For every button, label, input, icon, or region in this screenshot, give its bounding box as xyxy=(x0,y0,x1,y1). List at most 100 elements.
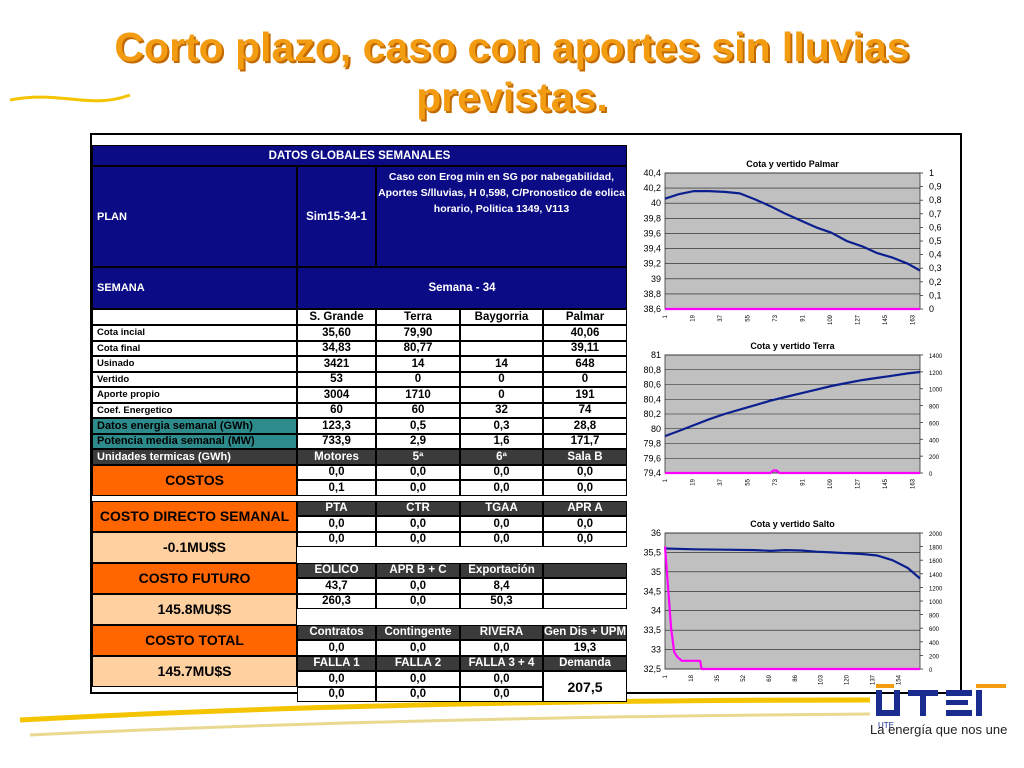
group-value: 0,0 xyxy=(460,531,543,547)
group-value: 0,0 xyxy=(460,640,543,656)
y-tick-label: 36 xyxy=(651,528,661,538)
chart-palmar: Cota y vertido Palmar 40,4 40,2 40 39,8 39,6 3… xyxy=(627,147,960,327)
falla-column: FALLA 1 xyxy=(297,655,376,671)
energy-row-value: 1,6 xyxy=(460,433,543,449)
x-tick-label: 19 xyxy=(690,314,696,321)
y2-tick-label: 200 xyxy=(929,654,940,660)
y2-tick-label: 1400 xyxy=(929,354,943,360)
y2-tick-label: 1800 xyxy=(929,546,943,552)
y2-tick-label: 1000 xyxy=(929,388,943,394)
group-value xyxy=(543,593,627,609)
group-column: RIVERA xyxy=(460,624,543,640)
y-tick-label: 40 xyxy=(651,198,661,208)
group-column: Gen Dis + UPM xyxy=(543,624,627,640)
x-tick-label: 109 xyxy=(828,478,834,489)
y-tick-label: 80,8 xyxy=(643,365,661,375)
y2-tick-label: 0,8 xyxy=(929,195,942,205)
termicas-column: 5ª xyxy=(376,449,460,465)
row-value: 191 xyxy=(543,387,627,403)
falla-value: 0,0 xyxy=(460,671,543,687)
group-value: 260,3 xyxy=(297,593,376,609)
termicas-column: 6ª xyxy=(460,449,543,465)
y-tick-label: 39,6 xyxy=(643,228,661,238)
y-tick-label: 34 xyxy=(651,606,661,616)
x-tick-label: 37 xyxy=(718,314,724,321)
tagline: La energía que nos une xyxy=(870,722,1008,737)
y-tick-label: 39,4 xyxy=(643,244,661,254)
y-tick-label: 34,5 xyxy=(643,586,661,596)
chart-salto: Cota y vertido Salto 36 35,5 35 34,5 34 33,5 33… xyxy=(627,515,960,690)
row-value: 32 xyxy=(460,402,543,418)
x-tick-label: 55 xyxy=(745,478,751,485)
y-tick-label: 80 xyxy=(651,424,661,434)
group-column: PTA xyxy=(297,500,376,516)
y2-tick-label: 400 xyxy=(929,641,940,647)
termicas-value: 0,1 xyxy=(297,480,376,496)
group-value: 50,3 xyxy=(460,593,543,609)
row-value: 74 xyxy=(543,402,627,418)
y2-tick-label: 0,2 xyxy=(929,277,942,287)
row-value: 39,11 xyxy=(543,340,627,356)
group-value: 43,7 xyxy=(297,578,376,594)
group-value: 0,0 xyxy=(297,640,376,656)
termicas-value: 0,0 xyxy=(460,480,543,496)
group-value: 0,0 xyxy=(376,531,460,547)
y2-tick-label: 1000 xyxy=(929,600,943,606)
group-value: 0,0 xyxy=(376,593,460,609)
y2-tick-label: 800 xyxy=(929,614,940,620)
column-header: Baygorria xyxy=(460,309,543,325)
x-tick-label: 1 xyxy=(663,674,669,678)
plan-description: Caso con Erog min en SG por nabegabilida… xyxy=(376,166,627,267)
row-label: Aporte propio xyxy=(92,387,297,403)
row-value: 14 xyxy=(460,356,543,372)
cost-value: -0.1MU$S xyxy=(92,531,297,563)
group-column: CTR xyxy=(376,500,460,516)
group-value: 0,0 xyxy=(376,578,460,594)
energy-row-value: 0,5 xyxy=(376,418,460,434)
x-tick-label: 91 xyxy=(800,478,806,485)
x-tick-label: 91 xyxy=(800,314,806,321)
y2-tick-label: 800 xyxy=(929,405,940,411)
y2-tick-label: 1400 xyxy=(929,573,943,579)
termicas-column: Motores xyxy=(297,449,376,465)
chart-title: Cota y vertido Salto xyxy=(750,519,835,529)
row-value: 34,83 xyxy=(297,340,376,356)
group-value: 0,0 xyxy=(297,531,376,547)
chart-title: Cota y vertido Terra xyxy=(750,341,835,351)
costos-label: COSTOS xyxy=(92,464,297,496)
plot-area xyxy=(664,532,921,670)
termicas-value: 0,0 xyxy=(460,464,543,480)
y-tick-label: 79,6 xyxy=(643,453,661,463)
column-header: Terra xyxy=(376,309,460,325)
x-tick-label: 18 xyxy=(689,674,695,681)
global-data-table: DATOS GLOBALES SEMANALES PLAN Sim15-34-1 Ca… xyxy=(92,135,627,702)
y2-tick-label: 0,4 xyxy=(929,250,942,260)
plot-area xyxy=(664,172,921,310)
x-tick-label: 154 xyxy=(897,674,903,685)
falla-value: 0,0 xyxy=(460,686,543,702)
cost-label: COSTO FUTURO xyxy=(92,562,297,594)
y2-tick-label: 2000 xyxy=(929,532,943,538)
x-tick-label: 69 xyxy=(767,674,773,681)
row-value: 40,06 xyxy=(543,325,627,341)
group-value: 0,0 xyxy=(460,516,543,532)
falla-column: FALLA 2 xyxy=(376,655,460,671)
group-value: 0,0 xyxy=(376,516,460,532)
column-header: S. Grande xyxy=(297,309,376,325)
slide-title-line1: Corto plazo, caso con aportes sin lluvia… xyxy=(114,24,910,70)
y-tick-label: 80,4 xyxy=(643,394,661,404)
y-tick-label: 79,4 xyxy=(643,468,661,478)
row-value: 648 xyxy=(543,356,627,372)
logo-text: UTE xyxy=(878,721,894,730)
falla-value: 0,0 xyxy=(376,686,460,702)
charts-panel: Cota y vertido Palmar 40,4 40,2 40 39,8 39,6 3… xyxy=(627,135,960,690)
group-column: Exportación xyxy=(460,562,543,578)
falla-value: 0,0 xyxy=(297,686,376,702)
y2-tick-label: 0,9 xyxy=(929,182,942,192)
termicas-label: Unidades termicas (GWh) xyxy=(92,449,297,465)
x-tick-label: 52 xyxy=(741,674,747,681)
y2-tick-label: 0,3 xyxy=(929,263,942,273)
falla-column: Demanda xyxy=(543,655,627,671)
chart-terra: Cota y vertido Terra 81 80,8 80,6 80,4 80,2 80… xyxy=(627,335,960,500)
group-column: TGAA xyxy=(460,500,543,516)
